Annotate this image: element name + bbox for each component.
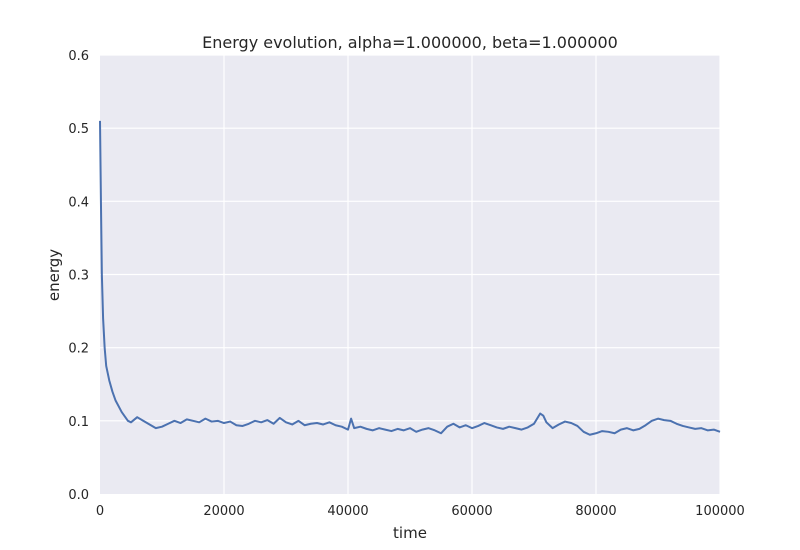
y-tick-label: 0.3 [68, 269, 89, 284]
x-tick-labels: 0 20000 40000 60000 80000 100000 [96, 504, 745, 519]
x-tick-label: 100000 [695, 504, 745, 519]
series-line [99, 120, 721, 436]
y-tick-label: 0.0 [68, 488, 89, 503]
x-tick-label: 0 [96, 504, 104, 519]
x-tick-label: 20000 [203, 504, 244, 519]
y-tick-label: 0.4 [68, 195, 89, 210]
x-tick-label: 40000 [327, 504, 368, 519]
x-tick-label: 60000 [451, 504, 492, 519]
x-tick-label: 80000 [575, 504, 616, 519]
y-axis-label: energy [45, 249, 63, 301]
series-layer [99, 120, 721, 436]
y-tick-label: 0.5 [68, 122, 89, 137]
grid [100, 54, 721, 494]
y-tick-labels: 0.0 0.1 0.2 0.3 0.4 0.5 0.6 [68, 49, 89, 503]
x-axis-label: time [393, 524, 427, 542]
y-tick-label: 0.6 [68, 49, 89, 64]
y-tick-label: 0.1 [68, 415, 89, 430]
chart-title: Energy evolution, alpha=1.000000, beta=1… [202, 33, 618, 52]
y-tick-label: 0.2 [68, 342, 89, 357]
